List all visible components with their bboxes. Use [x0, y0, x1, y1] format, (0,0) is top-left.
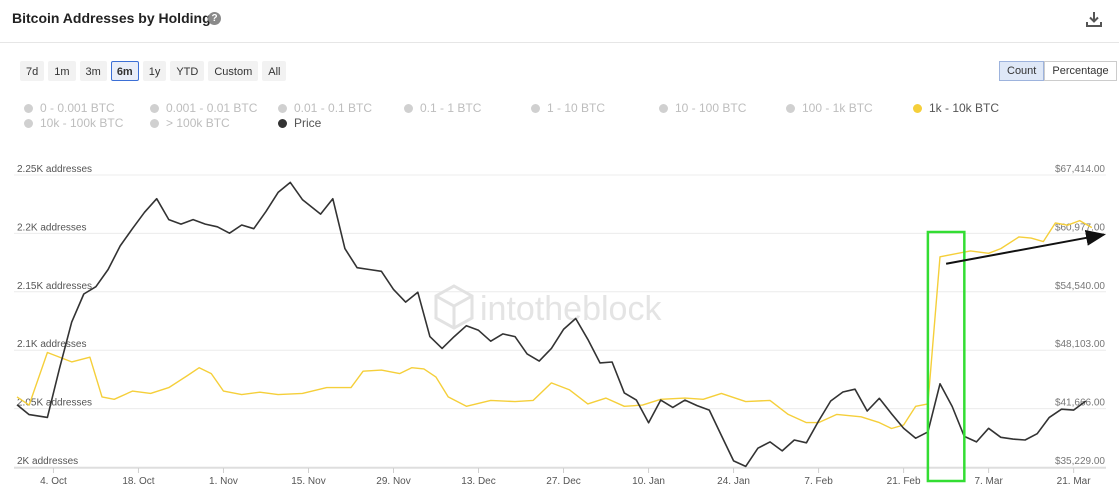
question-circle-icon[interactable]: ? [208, 12, 221, 25]
chart-title: Bitcoin Addresses by Holdings [12, 10, 219, 26]
legend-dot-icon [150, 103, 159, 113]
legend-dot-icon [913, 103, 922, 113]
legend-label: Price [294, 116, 322, 130]
legend-dot-icon [278, 103, 287, 113]
chart-header: Bitcoin Addresses by Holdings ? [0, 0, 1119, 43]
legend-item[interactable]: > 100k BTC [150, 116, 230, 130]
legend-label: 1k - 10k BTC [929, 101, 1000, 115]
legend-item[interactable]: 0.001 - 0.01 BTC [150, 101, 257, 115]
x-tick-label: 13. Dec [461, 476, 495, 487]
legend-dot-icon [278, 118, 287, 128]
chart-grid [14, 174, 1106, 468]
legend-label: 0.1 - 1 BTC [420, 101, 482, 115]
legend-label: 1 - 10 BTC [547, 101, 606, 115]
legend-item[interactable]: 0 - 0.001 BTC [24, 101, 115, 115]
trend-arrow [945, 229, 1106, 265]
y-left-tick-label: 2.2K addresses [17, 222, 87, 233]
y-right-tick-label: $60,977.00 [1055, 222, 1105, 233]
time-range-selector: 7d 1m 3m 6m 1y YTD Custom All [20, 61, 287, 81]
y-left-tick-label: 2K addresses [17, 456, 78, 467]
y-right-tick-label: $48,103.00 [1055, 339, 1105, 350]
x-tick-label: 27. Dec [546, 476, 580, 487]
legend-dot-icon [404, 103, 413, 113]
x-tick-label: 7. Mar [974, 476, 1003, 487]
range-button-all[interactable]: All [262, 61, 287, 81]
y-axis-right: $67,414.00 $60,977.00 $54,540.00 $48,103.00… [1055, 164, 1105, 467]
legend-item[interactable]: 0.1 - 1 BTC [404, 101, 481, 115]
x-tick-label: 29. Nov [376, 476, 410, 487]
legend-label: > 100k BTC [166, 116, 230, 130]
legend-label: 0.001 - 0.01 BTC [166, 101, 258, 115]
y-axis-left: 2.25K addresses 2.2K addresses 2.15K addre… [17, 164, 92, 467]
intotheblock-logo-icon [434, 284, 474, 330]
series-line-1k-10k-btc [16, 219, 1093, 430]
y-right-tick-label: $41,666.00 [1055, 398, 1105, 409]
legend-dot-icon [531, 103, 540, 113]
legend-dot-icon [24, 118, 33, 128]
y-left-tick-label: 2.05K addresses [17, 398, 92, 409]
y-left-tick-label: 2.1K addresses [17, 339, 87, 350]
watermark: intotheblock [434, 284, 662, 330]
range-button-6m[interactable]: 6m [110, 61, 139, 81]
legend-label: 0.01 - 0.1 BTC [294, 101, 373, 115]
range-button-1m[interactable]: 1m [48, 61, 76, 81]
range-button-3m[interactable]: 3m [79, 61, 107, 81]
range-button-custom[interactable]: Custom [208, 61, 259, 81]
x-tick-label: 24. Jan [717, 476, 750, 487]
y-left-tick-label: 2.25K addresses [17, 164, 92, 175]
legend-dot-icon [24, 103, 33, 113]
highlight-box [926, 230, 966, 483]
x-axis: 4. Oct 18. Oct 1. Nov 15. Nov 29. Nov 13. Dec… [14, 467, 1106, 487]
legend-label: 10k - 100k BTC [40, 116, 124, 130]
legend-item[interactable]: 10 - 100 BTC [659, 101, 746, 115]
range-button-7d[interactable]: 7d [20, 61, 45, 81]
legend-item[interactable]: 1 - 10 BTC [531, 101, 605, 115]
legend-item[interactable]: 100 - 1k BTC [786, 101, 873, 115]
x-tick-label: 1. Nov [209, 476, 238, 487]
legend-dot-icon [786, 103, 795, 113]
x-tick-label: 10. Jan [632, 476, 665, 487]
x-tick-label: 18. Oct [122, 476, 154, 487]
x-tick-label: 21. Mar [1057, 476, 1092, 487]
mode-button-count[interactable]: Count [999, 61, 1045, 81]
download-icon[interactable] [1085, 10, 1103, 28]
y-right-tick-label: $67,414.00 [1055, 164, 1105, 175]
legend-item[interactable]: Price [278, 116, 321, 130]
legend-label: 100 - 1k BTC [802, 101, 873, 115]
x-tick-label: 4. Oct [40, 476, 67, 487]
range-button-1y[interactable]: 1y [142, 61, 167, 81]
x-tick-label: 15. Nov [291, 476, 325, 487]
y-right-tick-label: $54,540.00 [1055, 281, 1105, 292]
y-left-tick-label: 2.15K addresses [17, 281, 92, 292]
range-button-ytd[interactable]: YTD [170, 61, 205, 81]
legend-item[interactable]: 10k - 100k BTC [24, 116, 123, 130]
series-lines [16, 181, 1093, 468]
annotations [926, 229, 1106, 483]
y-right-tick-label: $35,229.00 [1055, 456, 1105, 467]
legend-label: 10 - 100 BTC [675, 101, 747, 115]
legend-dot-icon [659, 103, 668, 113]
display-mode-toggle: Count Percentage [999, 61, 1117, 81]
mode-button-percentage[interactable]: Percentage [1044, 61, 1117, 81]
legend-label: 0 - 0.001 BTC [40, 101, 115, 115]
x-tick-label: 21. Feb [887, 476, 921, 487]
legend-item[interactable]: 0.01 - 0.1 BTC [278, 101, 372, 115]
x-tick-label: 7. Feb [804, 476, 833, 487]
series-line-price [16, 181, 1087, 468]
legend-dot-icon [150, 118, 159, 128]
legend-item[interactable]: 1k - 10k BTC [913, 101, 999, 115]
